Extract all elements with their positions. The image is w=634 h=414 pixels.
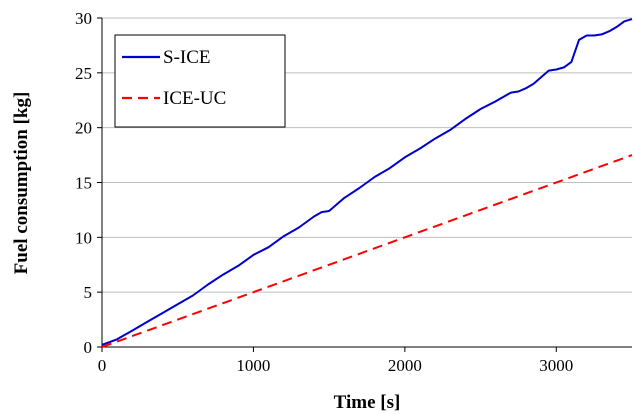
x-tick-label-1000: 1000: [236, 356, 270, 375]
ticks-layer: 0 5 10 15 20 25 30 0 1000 2000 3000: [75, 9, 573, 375]
x-tick-label-0: 0: [98, 356, 107, 375]
y-axis-title: Fuel consumption [kg]: [11, 92, 32, 275]
x-axis-title: Time [s]: [334, 392, 401, 413]
series-layer: [101, 18, 633, 348]
y-tick-label-5: 5: [84, 283, 93, 302]
legend-label-ice-uc: ICE-UC: [163, 88, 226, 109]
y-tick-label-10: 10: [75, 228, 92, 247]
x-tick-label-3000: 3000: [539, 356, 573, 375]
y-tick-label-0: 0: [84, 338, 93, 357]
y-tick-label-25: 25: [75, 64, 92, 83]
series-line-s-ice: [101, 18, 633, 346]
series-line-ice-uc: [101, 154, 633, 348]
y-tick-label-30: 30: [75, 9, 92, 28]
legend: S-ICE ICE-UC: [114, 34, 286, 128]
y-tick-label-20: 20: [75, 119, 92, 138]
legend-box: [114, 34, 286, 128]
x-tick-label-2000: 2000: [388, 356, 422, 375]
legend-label-s-ice: S-ICE: [163, 47, 211, 68]
axes-layer: [97, 17, 632, 352]
y-tick-label-15: 15: [75, 174, 92, 193]
